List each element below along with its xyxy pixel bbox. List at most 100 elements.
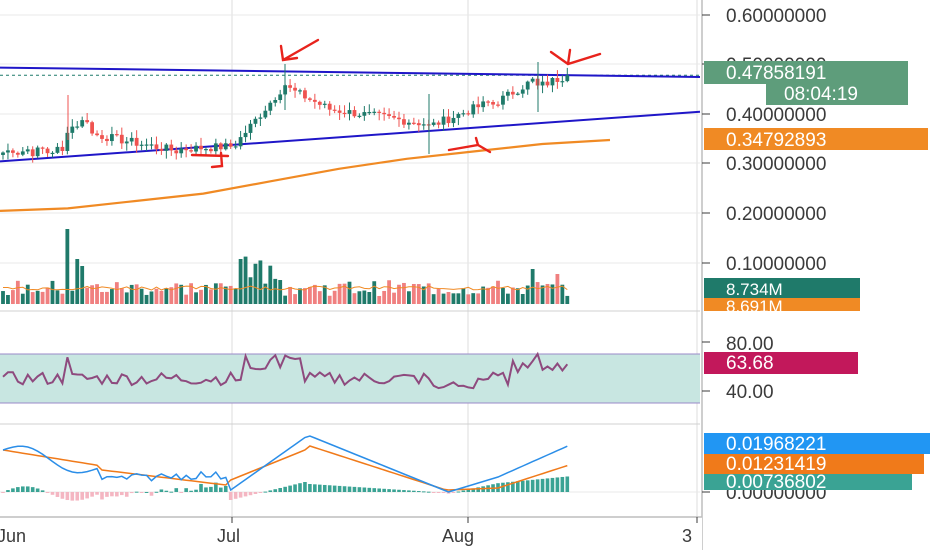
- histogram-bar: [105, 492, 109, 497]
- volume-bar: [481, 286, 486, 304]
- volume-bar: [421, 286, 426, 304]
- candle-body: [486, 101, 490, 103]
- candle-body: [308, 98, 312, 100]
- candle-body: [540, 81, 545, 86]
- volume-bar: [491, 286, 495, 304]
- histogram-bar: [313, 484, 317, 492]
- histogram-bar: [525, 480, 530, 492]
- volume-bar: [550, 284, 555, 304]
- volume-bar: [213, 283, 218, 304]
- histogram-bar: [397, 489, 401, 492]
- svg-text:08:04:19: 08:04:19: [784, 84, 858, 105]
- histogram-bar: [303, 482, 307, 492]
- volume-bar: [451, 293, 456, 304]
- histogram-bar: [347, 486, 352, 492]
- candle-body: [501, 95, 505, 105]
- volume-bar: [347, 281, 352, 304]
- volume-bar: [327, 295, 332, 304]
- candle-body: [233, 146, 238, 148]
- volume-bar: [184, 294, 189, 304]
- volume-bar: [496, 280, 500, 304]
- candle-body: [367, 111, 372, 114]
- candle-body: [322, 103, 327, 105]
- candle-body: [461, 113, 466, 115]
- candle-body: [15, 152, 20, 155]
- histogram-bar: [421, 491, 426, 493]
- histogram-bar: [164, 490, 169, 492]
- volume-bars: [1, 229, 570, 304]
- candle-body: [273, 100, 278, 103]
- histogram-bar: [16, 487, 20, 492]
- candle-body: [6, 150, 10, 153]
- candle-body: [174, 150, 179, 154]
- volume-bar: [179, 284, 184, 304]
- candle-body: [45, 148, 50, 154]
- price-tick: 0.30000000: [726, 154, 826, 175]
- volume-bar: [144, 294, 149, 304]
- volume-bar: [293, 294, 297, 304]
- volume-bar: [100, 291, 104, 304]
- histogram-bar: [238, 492, 243, 498]
- volume-bar: [377, 295, 382, 304]
- histogram-bar: [520, 480, 525, 492]
- volume-bar: [45, 287, 50, 304]
- candle-body: [209, 149, 213, 152]
- candle-body: [421, 124, 426, 126]
- histogram-bar: [451, 492, 456, 493]
- candle-body: [377, 111, 382, 113]
- svg-text:0.47858191: 0.47858191: [726, 63, 826, 84]
- histogram-bar: [283, 486, 287, 492]
- time-label: Aug: [442, 526, 474, 546]
- histogram-bar: [11, 488, 15, 492]
- histogram-bar: [124, 492, 129, 497]
- candle-body: [35, 147, 40, 157]
- time-axis-area[interactable]: [0, 517, 702, 550]
- candle-body: [114, 134, 119, 136]
- histogram-bar: [367, 487, 372, 492]
- candle-body: [362, 112, 367, 116]
- candle-body: [446, 116, 451, 124]
- volume-bar: [372, 281, 377, 304]
- annotation-arrow-top-2: [549, 48, 602, 66]
- volume-bar: [367, 292, 372, 304]
- candle-body: [491, 102, 495, 105]
- wedge-lower-line[interactable]: [0, 110, 701, 163]
- candle-body: [456, 113, 461, 118]
- histogram-bar: [243, 492, 248, 497]
- volume-bar: [303, 288, 307, 304]
- candle-body: [550, 78, 555, 86]
- volume-bar: [154, 288, 159, 304]
- price-tick: 0.40000000: [726, 105, 826, 126]
- histogram-bar: [159, 489, 164, 492]
- candle-body: [90, 122, 94, 134]
- volume-bar: [288, 286, 292, 304]
- volume-bar: [164, 288, 169, 304]
- candle-body: [248, 123, 253, 133]
- volume-bar: [11, 290, 15, 304]
- volume-bar: [426, 283, 431, 304]
- candle-body: [317, 101, 322, 105]
- annotations: [190, 38, 602, 169]
- volume-bar: [228, 285, 233, 304]
- histogram-bar: [233, 492, 238, 499]
- histogram-bar: [407, 490, 411, 492]
- histogram-bar: [40, 490, 45, 492]
- volume-bar: [15, 280, 20, 304]
- volume-bar: [273, 278, 278, 304]
- candle-body: [1, 152, 5, 155]
- histogram-bar: [6, 490, 10, 492]
- candle-body: [50, 152, 55, 155]
- chart-area[interactable]: [0, 0, 700, 550]
- histogram-bar: [55, 492, 60, 497]
- candle-body: [55, 146, 60, 153]
- candle-body: [204, 149, 208, 151]
- histogram-bar: [431, 492, 436, 493]
- volume-bar: [501, 287, 505, 304]
- candle-body: [402, 119, 406, 125]
- volume-bar: [139, 288, 144, 304]
- wedge-upper-line[interactable]: [0, 66, 701, 78]
- volume-bar: [40, 291, 45, 304]
- candle-body: [144, 144, 149, 146]
- candle-body: [332, 109, 337, 111]
